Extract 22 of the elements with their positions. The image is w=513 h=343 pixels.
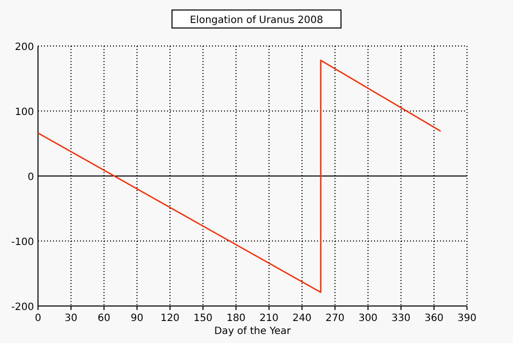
- y-tick-label: 0: [28, 172, 34, 183]
- x-tick-label: 270: [325, 313, 345, 324]
- x-tick-label: 300: [358, 313, 378, 324]
- x-tick-label: 90: [130, 313, 144, 324]
- x-tick-label: 240: [292, 313, 312, 324]
- x-tick-label: 360: [424, 313, 444, 324]
- x-tick-label: 150: [193, 313, 213, 324]
- y-tick-label: -100: [11, 237, 34, 248]
- x-tick-label: 210: [259, 313, 279, 324]
- chart-title: Elongation of Uranus 2008: [190, 15, 324, 26]
- x-tick-label: 60: [98, 313, 110, 324]
- x-tick-label: 390: [457, 313, 477, 324]
- y-tick-label: -200: [11, 302, 34, 313]
- x-tick-label: 0: [34, 313, 42, 324]
- x-tick-label: 330: [391, 313, 411, 324]
- x-tick-label: 180: [226, 313, 246, 324]
- x-axis-title: Day of the Year: [214, 326, 292, 337]
- y-tick-label: 100: [14, 107, 34, 118]
- x-tick-label: 120: [160, 313, 180, 324]
- line-series: [37, 60, 442, 293]
- x-tick-label: 30: [64, 313, 78, 324]
- y-tick-label: 200: [14, 42, 34, 53]
